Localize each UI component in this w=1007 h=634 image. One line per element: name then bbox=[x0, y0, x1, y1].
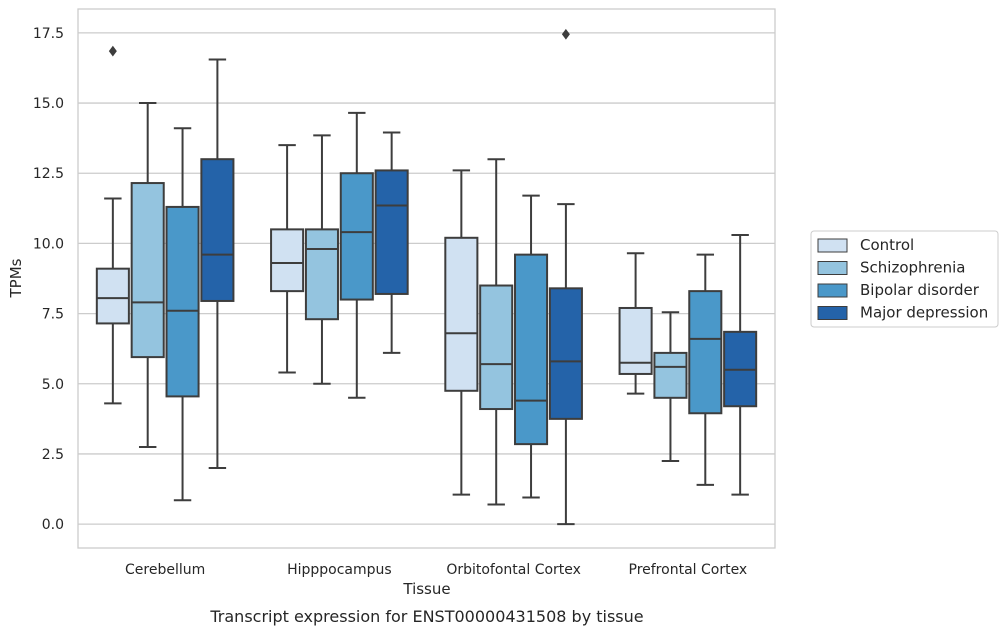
legend: Control Schizophrenia Bipolar disorder Majo… bbox=[810, 230, 999, 328]
box-2-1 bbox=[479, 158, 514, 506]
box-2-3 bbox=[548, 28, 583, 526]
legend-swatch bbox=[817, 238, 848, 253]
x-tick-label: Cerebellum bbox=[125, 562, 205, 578]
iqr-box bbox=[444, 236, 479, 392]
x-tick-label: Hipppocampus bbox=[287, 562, 392, 578]
box-0-2 bbox=[165, 127, 200, 502]
iqr-box bbox=[548, 287, 583, 420]
y-tick-label: 7.5 bbox=[42, 307, 64, 323]
iqr-box bbox=[130, 182, 165, 359]
legend-frame bbox=[810, 230, 999, 328]
x-axis-label: Tissue bbox=[402, 580, 450, 598]
iqr-box bbox=[304, 228, 339, 321]
box-3-1 bbox=[653, 311, 688, 462]
iqr-box bbox=[95, 267, 130, 325]
legend-label: Control bbox=[860, 236, 914, 254]
y-tick-label: 2.5 bbox=[42, 447, 64, 463]
box-plot-series bbox=[95, 28, 758, 526]
box-1-3 bbox=[374, 131, 409, 354]
y-axis-label: TPMs bbox=[7, 258, 25, 298]
box-2-0 bbox=[444, 169, 479, 496]
iqr-box bbox=[270, 228, 305, 293]
y-tick-label: 10.0 bbox=[33, 236, 64, 252]
y-tick-label: 17.5 bbox=[33, 26, 64, 42]
box-0-0 bbox=[95, 45, 130, 405]
outlier-point bbox=[108, 45, 117, 57]
legend-swatch bbox=[817, 306, 848, 320]
x-tick-label: Orbitofontal Cortex bbox=[446, 562, 581, 578]
box-2-2 bbox=[514, 194, 549, 499]
legend-swatch bbox=[817, 261, 848, 275]
x-tick-labels: Cerebellum Hipppocampus Orbitofontal Corte… bbox=[125, 562, 747, 578]
outlier-point bbox=[561, 28, 570, 40]
y-tick-label: 15.0 bbox=[33, 96, 64, 112]
iqr-box bbox=[374, 169, 409, 295]
iqr-box bbox=[339, 172, 374, 301]
box-0-3 bbox=[200, 58, 235, 469]
box-3-0 bbox=[618, 252, 653, 395]
legend-label: Schizophrenia bbox=[860, 259, 965, 277]
plot-area-frame bbox=[77, 8, 776, 549]
iqr-box bbox=[165, 205, 200, 398]
y-tick-labels: 0.0 2.5 5.0 7.5 10.0 12.5 15.0 17.5 bbox=[33, 26, 64, 533]
y-tick-label: 5.0 bbox=[42, 377, 64, 393]
box-1-2 bbox=[339, 111, 374, 399]
y-tick-label: 12.5 bbox=[33, 166, 64, 182]
box-1-0 bbox=[270, 144, 305, 374]
iqr-box bbox=[688, 290, 723, 415]
iqr-box bbox=[200, 158, 235, 302]
chart-caption: Transcript expression for ENST0000043150… bbox=[209, 607, 643, 626]
legend-swatch bbox=[817, 283, 848, 298]
y-tick-label: 0.0 bbox=[42, 517, 64, 533]
legend-label: Major depression bbox=[860, 304, 988, 322]
iqr-box bbox=[618, 306, 653, 375]
legend-label: Bipolar disorder bbox=[860, 281, 980, 299]
iqr-box bbox=[514, 253, 549, 446]
box-1-1 bbox=[304, 134, 339, 385]
box-0-1 bbox=[130, 102, 165, 448]
box-3-3 bbox=[723, 233, 758, 496]
box-3-2 bbox=[688, 253, 723, 486]
iqr-box bbox=[479, 284, 514, 411]
x-tick-label: Prefrontal Cortex bbox=[629, 562, 748, 578]
iqr-box bbox=[653, 351, 688, 399]
